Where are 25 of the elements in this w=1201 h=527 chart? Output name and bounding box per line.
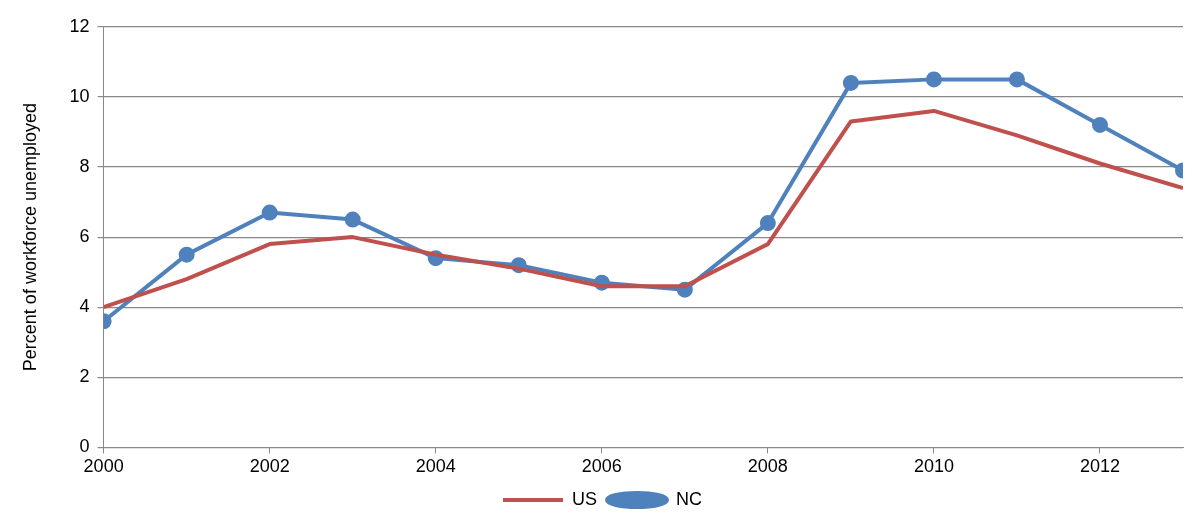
y-tick-label: 8 — [79, 155, 90, 176]
point — [1091, 116, 1108, 133]
point — [842, 74, 859, 91]
x-tick-label: 2008 — [747, 456, 788, 477]
point — [261, 204, 278, 221]
x-tick-label: 2002 — [249, 456, 290, 477]
y-tick-label: 6 — [79, 226, 90, 247]
y-tick-label: 12 — [69, 15, 90, 36]
point — [178, 246, 195, 263]
y-tick-label: 10 — [69, 85, 90, 106]
x-tick-label: 2004 — [415, 456, 456, 477]
x-tick-label: 2012 — [1079, 456, 1120, 477]
x-tick-label: 2010 — [913, 456, 954, 477]
point — [1008, 71, 1025, 88]
legend-label: NC — [676, 488, 702, 509]
point — [759, 215, 776, 232]
legend-label: US — [572, 488, 598, 509]
x-tick-label: 2006 — [581, 456, 622, 477]
y-tick-label: 2 — [79, 366, 90, 387]
point — [925, 71, 942, 88]
y-axis-title: Percent of workforce unemployed — [19, 103, 40, 372]
y-tick-label: 0 — [79, 436, 90, 457]
y-tick-label: 4 — [79, 296, 90, 317]
x-tick-label: 2000 — [83, 456, 124, 477]
point — [344, 211, 361, 228]
